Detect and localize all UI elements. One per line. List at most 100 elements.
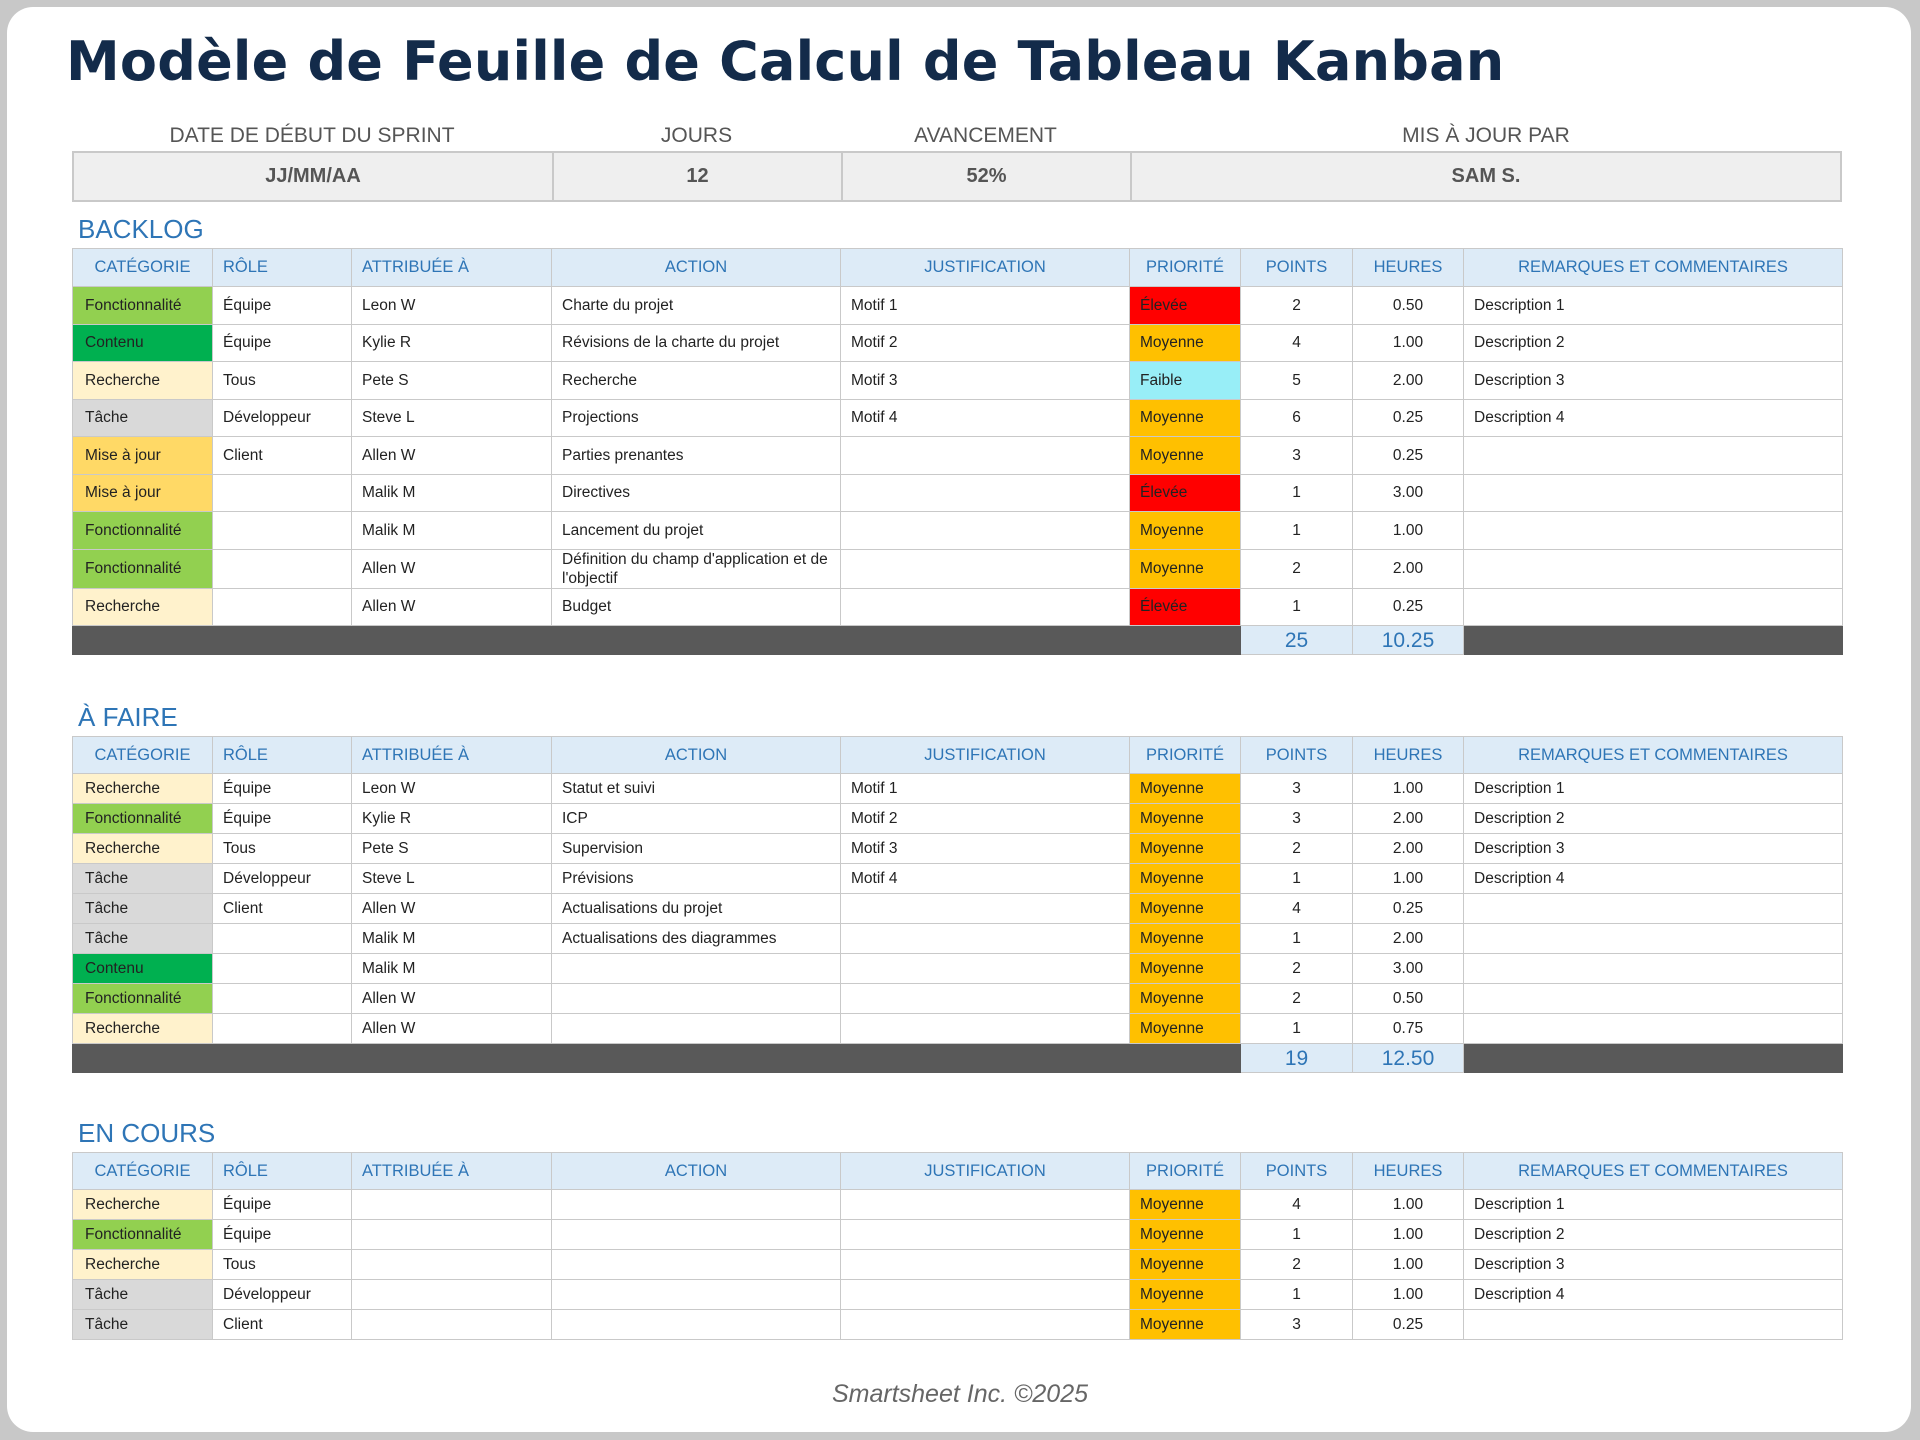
cell-hours[interactable]: 0.25 (1352, 893, 1464, 924)
column-header-priority[interactable]: PRIORITÉ (1129, 1152, 1241, 1190)
cell-points[interactable]: 2 (1240, 983, 1353, 1014)
cell-action[interactable]: Directives (551, 473, 841, 512)
cell-role[interactable]: Équipe (212, 1189, 352, 1220)
cell-hours[interactable]: 2.00 (1352, 803, 1464, 834)
cell-points[interactable]: 2 (1240, 548, 1353, 589)
cell-priority[interactable]: Moyenne (1129, 1309, 1241, 1340)
cell-points[interactable]: 4 (1240, 323, 1353, 362)
cell-points[interactable]: 4 (1240, 893, 1353, 924)
cell-notes[interactable]: Description 1 (1463, 1189, 1843, 1220)
cell-priority[interactable]: Moyenne (1129, 773, 1241, 804)
cell-priority[interactable]: Moyenne (1129, 436, 1241, 475)
cell-priority[interactable]: Moyenne (1129, 1013, 1241, 1044)
cell-category[interactable]: Fonctionnalité (72, 286, 213, 325)
cell-points[interactable]: 2 (1240, 953, 1353, 984)
cell-justification[interactable]: Motif 4 (840, 863, 1130, 894)
cell-assigned-to[interactable]: Leon W (351, 286, 552, 325)
cell-justification[interactable]: Motif 4 (840, 398, 1130, 437)
cell-role[interactable]: Tous (212, 833, 352, 864)
cell-points[interactable]: 2 (1240, 1249, 1353, 1280)
cell-role[interactable]: Client (212, 436, 352, 475)
cell-justification[interactable] (840, 587, 1130, 626)
cell-category[interactable]: Recherche (72, 833, 213, 864)
cell-priority[interactable]: Moyenne (1129, 398, 1241, 437)
cell-notes[interactable]: Description 4 (1463, 398, 1843, 437)
cell-notes[interactable]: Description 2 (1463, 323, 1843, 362)
cell-hours[interactable]: 3.00 (1352, 473, 1464, 512)
cell-notes[interactable] (1463, 511, 1843, 550)
cell-justification[interactable] (840, 1219, 1130, 1250)
column-header-role[interactable]: RÔLE (212, 248, 352, 287)
column-header-points[interactable]: POINTS (1240, 1152, 1353, 1190)
cell-assigned-to[interactable] (351, 1279, 552, 1310)
cell-assigned-to[interactable]: Leon W (351, 773, 552, 804)
cell-action[interactable]: Supervision (551, 833, 841, 864)
column-header-points[interactable]: POINTS (1240, 736, 1353, 774)
cell-role[interactable] (212, 983, 352, 1014)
cell-role[interactable] (212, 953, 352, 984)
cell-action[interactable]: Définition du champ d'application et de … (551, 548, 841, 589)
cell-category[interactable]: Recherche (72, 1013, 213, 1044)
cell-priority[interactable]: Moyenne (1129, 803, 1241, 834)
start-date-field[interactable]: JJ/MM/AA (74, 153, 554, 200)
column-header-role[interactable]: RÔLE (212, 1152, 352, 1190)
cell-notes[interactable]: Description 2 (1463, 803, 1843, 834)
cell-notes[interactable]: Description 3 (1463, 361, 1843, 400)
cell-points[interactable]: 1 (1240, 511, 1353, 550)
cell-role[interactable]: Tous (212, 361, 352, 400)
cell-justification[interactable]: Motif 3 (840, 361, 1130, 400)
cell-category[interactable]: Tâche (72, 863, 213, 894)
cell-hours[interactable]: 0.25 (1352, 398, 1464, 437)
cell-role[interactable] (212, 1013, 352, 1044)
cell-assigned-to[interactable] (351, 1309, 552, 1340)
cell-hours[interactable]: 1.00 (1352, 511, 1464, 550)
column-header-action[interactable]: ACTION (551, 736, 841, 774)
cell-priority[interactable]: Élevée (1129, 286, 1241, 325)
cell-notes[interactable] (1463, 473, 1843, 512)
cell-notes[interactable]: Description 3 (1463, 833, 1843, 864)
cell-points[interactable]: 6 (1240, 398, 1353, 437)
column-header-priority[interactable]: PRIORITÉ (1129, 736, 1241, 774)
cell-hours[interactable]: 1.00 (1352, 1279, 1464, 1310)
cell-hours[interactable]: 0.75 (1352, 1013, 1464, 1044)
cell-points[interactable]: 1 (1240, 1279, 1353, 1310)
cell-points[interactable]: 4 (1240, 1189, 1353, 1220)
cell-priority[interactable]: Moyenne (1129, 1189, 1241, 1220)
cell-points[interactable]: 1 (1240, 473, 1353, 512)
cell-hours[interactable]: 1.00 (1352, 323, 1464, 362)
cell-role[interactable]: Développeur (212, 863, 352, 894)
cell-assigned-to[interactable]: Allen W (351, 436, 552, 475)
cell-assigned-to[interactable]: Kylie R (351, 323, 552, 362)
cell-assigned-to[interactable]: Steve L (351, 398, 552, 437)
cell-action[interactable] (551, 983, 841, 1014)
cell-notes[interactable] (1463, 1309, 1843, 1340)
cell-notes[interactable]: Description 3 (1463, 1249, 1843, 1280)
column-header-assigned-to[interactable]: ATTRIBUÉE À (351, 1152, 552, 1190)
cell-assigned-to[interactable]: Allen W (351, 548, 552, 589)
cell-justification[interactable]: Motif 2 (840, 323, 1130, 362)
cell-assigned-to[interactable]: Malik M (351, 473, 552, 512)
cell-role[interactable] (212, 923, 352, 954)
cell-justification[interactable] (840, 983, 1130, 1014)
cell-hours[interactable]: 1.00 (1352, 1219, 1464, 1250)
cell-priority[interactable]: Élevée (1129, 473, 1241, 512)
cell-points[interactable]: 1 (1240, 587, 1353, 626)
cell-justification[interactable]: Motif 3 (840, 833, 1130, 864)
cell-category[interactable]: Recherche (72, 1249, 213, 1280)
cell-priority[interactable]: Moyenne (1129, 323, 1241, 362)
cell-role[interactable]: Développeur (212, 1279, 352, 1310)
cell-notes[interactable] (1463, 436, 1843, 475)
cell-action[interactable]: Budget (551, 587, 841, 626)
cell-role[interactable]: Client (212, 1309, 352, 1340)
cell-justification[interactable]: Motif 2 (840, 803, 1130, 834)
cell-category[interactable]: Mise à jour (72, 473, 213, 512)
cell-assigned-to[interactable]: Malik M (351, 923, 552, 954)
cell-hours[interactable]: 1.00 (1352, 1249, 1464, 1280)
cell-role[interactable]: Client (212, 893, 352, 924)
cell-action[interactable]: Révisions de la charte du projet (551, 323, 841, 362)
cell-hours[interactable]: 0.25 (1352, 587, 1464, 626)
cell-points[interactable]: 1 (1240, 863, 1353, 894)
cell-category[interactable]: Fonctionnalité (72, 1219, 213, 1250)
cell-priority[interactable]: Moyenne (1129, 863, 1241, 894)
cell-hours[interactable]: 0.50 (1352, 983, 1464, 1014)
